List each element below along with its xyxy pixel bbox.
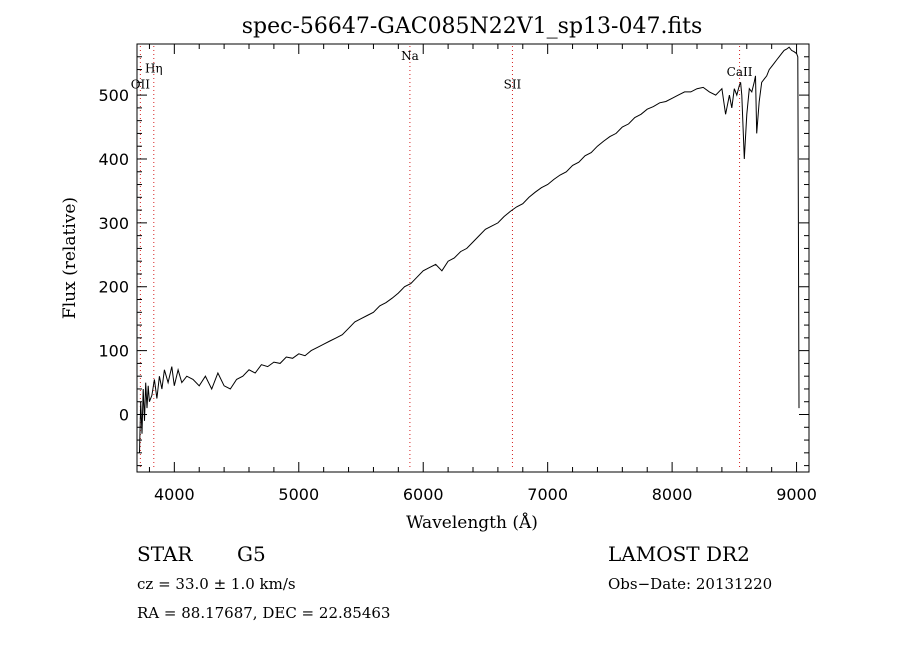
line-marker-label: CaII <box>727 65 753 79</box>
y-tick-label: 100 <box>98 342 129 361</box>
axis-ticks: 4000 5000 6000 7000 8000 9000 0 100 200 300 400 500 <box>98 44 817 504</box>
x-tick-label: 6000 <box>403 485 444 504</box>
observation-date: Obs−Date: 20131220 <box>608 575 773 593</box>
y-tick-label: 400 <box>98 150 129 169</box>
x-tick-label: 8000 <box>652 485 693 504</box>
line-marker-label: Hη <box>145 62 163 76</box>
line-marker-label: SII <box>504 78 522 92</box>
y-tick-label: 0 <box>119 406 129 425</box>
object-class: STAR <box>137 542 193 566</box>
chart-title: spec-56647-GAC085N22V1_sp13-047.fits <box>242 14 703 39</box>
redshift-velocity: cz = 33.0 ± 1.0 km/s <box>137 575 296 593</box>
line-marker-label: OII <box>131 78 151 92</box>
y-tick-label: 500 <box>98 86 129 105</box>
plot-frame <box>136 43 810 473</box>
survey-release: LAMOST DR2 <box>608 542 750 566</box>
x-tick-label: 7000 <box>527 485 568 504</box>
x-tick-label: 9000 <box>776 485 817 504</box>
y-tick-label: 300 <box>98 214 129 233</box>
object-subclass: G5 <box>237 542 266 566</box>
emission-line-markers: OII Hη Na SII CaII <box>131 46 753 470</box>
x-axis-label: Wavelength (Å) <box>406 512 538 533</box>
x-tick-label: 5000 <box>278 485 319 504</box>
line-marker-label: Na <box>401 49 419 63</box>
x-tick-label: 4000 <box>154 485 195 504</box>
spectrum-chart: spec-56647-GAC085N22V1_sp13-047.fits OII… <box>60 14 817 533</box>
flux-series-line <box>139 46 800 453</box>
y-tick-label: 200 <box>98 278 129 297</box>
y-axis-label: Flux (relative) <box>60 197 80 319</box>
coordinates: RA = 88.17687, DEC = 22.85463 <box>137 604 391 622</box>
